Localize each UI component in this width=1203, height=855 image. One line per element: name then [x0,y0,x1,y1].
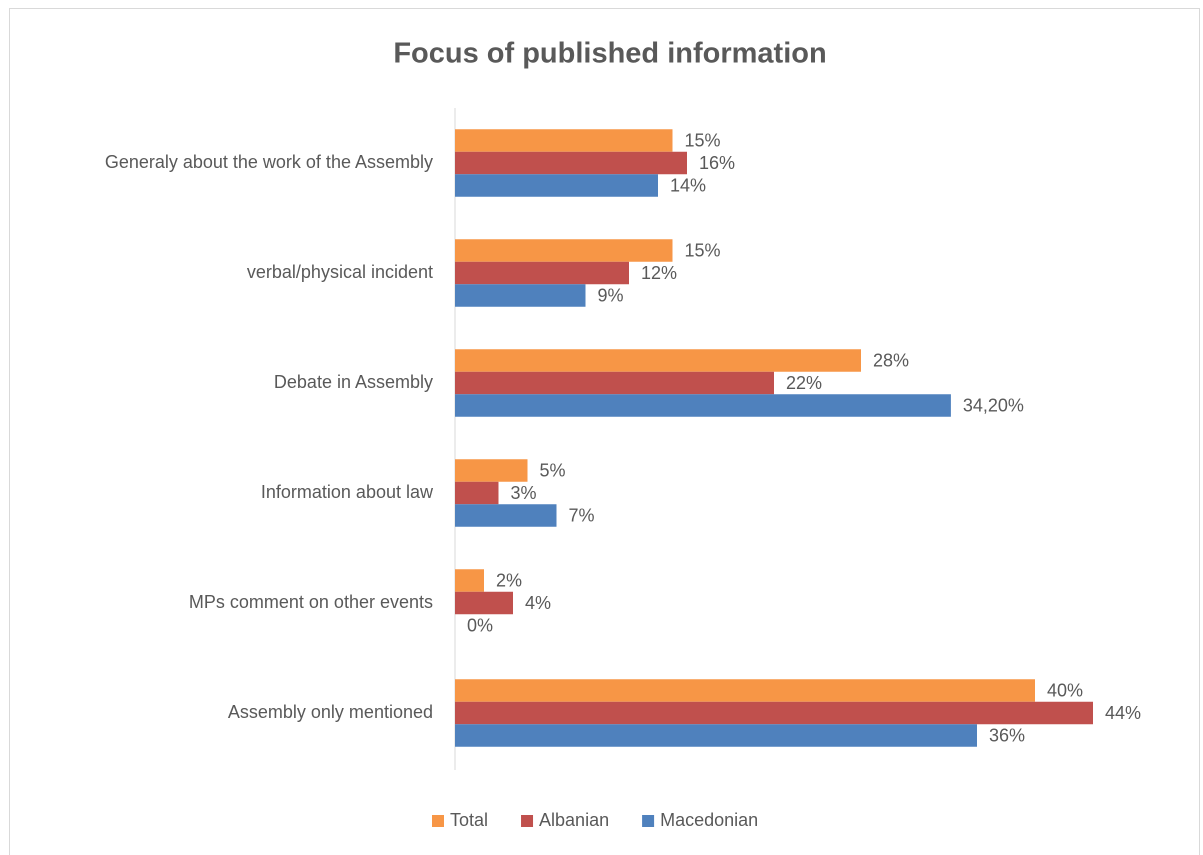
data-label: 7% [569,505,595,525]
bar [455,569,484,592]
chart-title: Focus of published information [393,38,826,70]
data-label: 40% [1047,680,1083,700]
bar [455,371,774,395]
data-label: 5% [540,460,566,480]
data-label: 16% [699,153,735,173]
legend-label: Total [450,810,488,830]
bar [455,394,951,417]
data-label: 36% [989,725,1025,745]
bar [455,284,586,307]
y-tick-label: Debate in Assembly [274,372,433,392]
data-label: 3% [511,483,537,503]
data-label: 15% [685,130,721,150]
bar [455,724,977,747]
bar [455,151,687,175]
y-tick-label: verbal/physical incident [247,262,433,282]
legend-swatch [642,815,655,827]
bar [455,701,1093,725]
bar [455,261,629,285]
y-tick-label: Assembly only mentioned [228,702,433,722]
data-label: 14% [670,175,706,195]
bar [455,349,861,372]
data-label: 44% [1105,703,1141,723]
y-tick-label: Generaly about the work of the Assembly [105,152,433,172]
bar [455,129,673,152]
bar [455,504,557,527]
data-label: 4% [525,593,551,613]
data-label: 0% [467,615,493,635]
legend-swatch [521,815,534,827]
y-tick-label: Information about law [261,482,434,502]
data-label: 34,20% [963,395,1024,415]
bar [455,459,528,482]
bar [455,239,673,262]
data-label: 15% [685,240,721,260]
data-label: 28% [873,350,909,370]
legend-label: Albanian [539,810,609,830]
data-label: 9% [598,285,624,305]
y-tick-label: MPs comment on other events [189,592,433,612]
data-label: 2% [496,570,522,590]
data-label: 12% [641,263,677,283]
legend-label: Macedonian [660,810,758,830]
data-label: 22% [786,373,822,393]
bar [455,174,658,197]
bar [455,591,513,615]
legend-swatch [432,815,444,827]
bar [455,679,1035,702]
bar [455,481,499,505]
